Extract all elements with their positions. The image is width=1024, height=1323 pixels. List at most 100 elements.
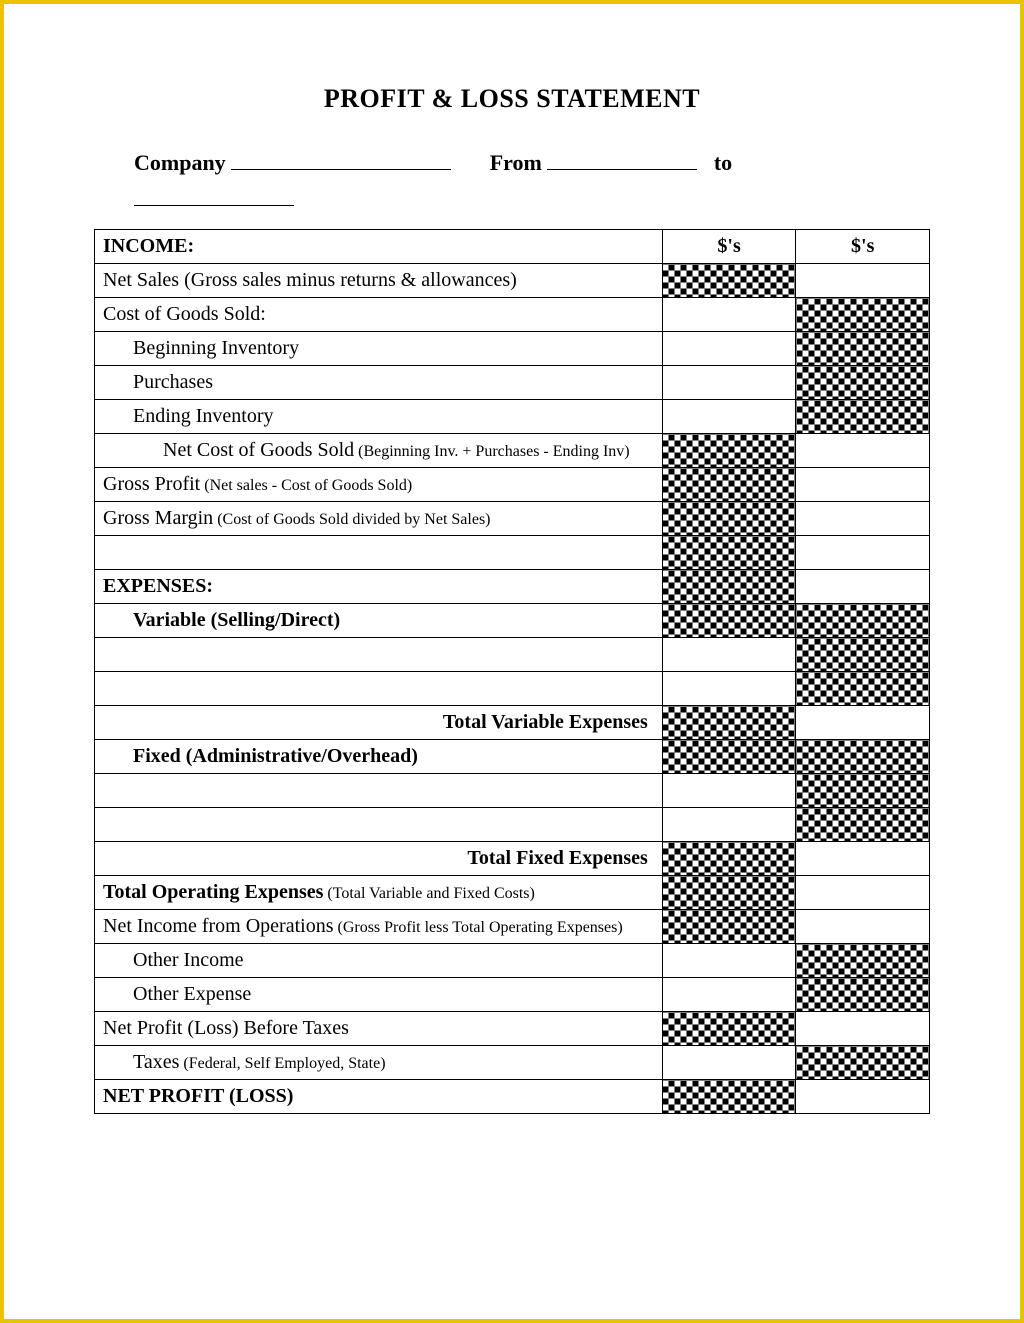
row-label: Total Operating Expenses (Total Variable…: [95, 876, 663, 910]
row-label: Total Fixed Expenses: [95, 842, 663, 876]
value-col-2: $'s: [796, 230, 930, 264]
table-row: Gross Margin (Cost of Goods Sold divided…: [95, 502, 930, 536]
value-col-1: [662, 536, 796, 570]
from-blank[interactable]: [547, 152, 697, 170]
from-label: From: [490, 150, 542, 175]
to-blank[interactable]: [134, 188, 294, 206]
row-label: NET PROFIT (LOSS): [95, 1080, 663, 1114]
pl-table: INCOME:$'s$'sNet Sales (Gross sales minu…: [94, 229, 930, 1114]
value-col-1: [662, 842, 796, 876]
table-row: Gross Profit (Net sales - Cost of Goods …: [95, 468, 930, 502]
table-row: Other Expense: [95, 978, 930, 1012]
value-col-2: [796, 298, 930, 332]
table-row: Total Fixed Expenses: [95, 842, 930, 876]
value-col-2: [796, 978, 930, 1012]
value-col-2: [796, 332, 930, 366]
document-title: PROFIT & LOSS STATEMENT: [94, 84, 930, 114]
value-col-1[interactable]: [662, 978, 796, 1012]
table-row: Total Operating Expenses (Total Variable…: [95, 876, 930, 910]
row-label: Gross Profit (Net sales - Cost of Goods …: [95, 468, 663, 502]
value-col-2[interactable]: [796, 876, 930, 910]
row-label: [95, 808, 663, 842]
row-label: Gross Margin (Cost of Goods Sold divided…: [95, 502, 663, 536]
row-label: Variable (Selling/Direct): [95, 604, 663, 638]
table-row: Net Cost of Goods Sold (Beginning Inv. +…: [95, 434, 930, 468]
row-label: EXPENSES:: [95, 570, 663, 604]
value-col-1: $'s: [662, 230, 796, 264]
row-label: Net Income from Operations (Gross Profit…: [95, 910, 663, 944]
table-row: Net Profit (Loss) Before Taxes: [95, 1012, 930, 1046]
value-col-2[interactable]: [796, 1080, 930, 1114]
table-row: Variable (Selling/Direct): [95, 604, 930, 638]
value-col-1: [662, 264, 796, 298]
table-row: Net Income from Operations (Gross Profit…: [95, 910, 930, 944]
row-label: Net Sales (Gross sales minus returns & a…: [95, 264, 663, 298]
value-col-1[interactable]: [662, 366, 796, 400]
value-col-2: [796, 944, 930, 978]
row-label: Purchases: [95, 366, 663, 400]
table-row: [95, 672, 930, 706]
table-row: Beginning Inventory: [95, 332, 930, 366]
value-col-1[interactable]: [662, 774, 796, 808]
value-col-1: [662, 740, 796, 774]
value-col-2[interactable]: [796, 910, 930, 944]
company-blank[interactable]: [231, 152, 451, 170]
value-col-2[interactable]: [796, 468, 930, 502]
table-row: [95, 774, 930, 808]
value-col-1[interactable]: [662, 298, 796, 332]
row-label: Other Income: [95, 944, 663, 978]
value-col-1[interactable]: [662, 1046, 796, 1080]
table-row: Purchases: [95, 366, 930, 400]
value-col-2: [796, 774, 930, 808]
value-col-1: [662, 1012, 796, 1046]
row-label: [95, 672, 663, 706]
value-col-1: [662, 910, 796, 944]
company-label: Company: [134, 150, 226, 175]
value-col-1[interactable]: [662, 638, 796, 672]
value-col-1: [662, 434, 796, 468]
value-col-1: [662, 706, 796, 740]
value-col-2[interactable]: [796, 570, 930, 604]
value-col-2[interactable]: [796, 706, 930, 740]
value-col-1: [662, 1080, 796, 1114]
value-col-1[interactable]: [662, 808, 796, 842]
table-row: EXPENSES:: [95, 570, 930, 604]
value-col-2[interactable]: [796, 536, 930, 570]
header-fields: Company From to: [94, 150, 930, 176]
table-row: [95, 536, 930, 570]
value-col-1: [662, 468, 796, 502]
value-col-2: [796, 366, 930, 400]
value-col-1[interactable]: [662, 672, 796, 706]
table-row: [95, 808, 930, 842]
table-row: Fixed (Administrative/Overhead): [95, 740, 930, 774]
row-label: Other Expense: [95, 978, 663, 1012]
value-col-1[interactable]: [662, 400, 796, 434]
document-frame: PROFIT & LOSS STATEMENT Company From to …: [0, 0, 1024, 1323]
row-label: Fixed (Administrative/Overhead): [95, 740, 663, 774]
row-label: [95, 638, 663, 672]
table-row: Other Income: [95, 944, 930, 978]
row-label: Beginning Inventory: [95, 332, 663, 366]
row-label: [95, 774, 663, 808]
value-col-2[interactable]: [796, 1012, 930, 1046]
value-col-1[interactable]: [662, 944, 796, 978]
value-col-2: [796, 672, 930, 706]
table-row: Taxes (Federal, Self Employed, State): [95, 1046, 930, 1080]
value-col-2: [796, 604, 930, 638]
value-col-2: [796, 400, 930, 434]
table-row: INCOME:$'s$'s: [95, 230, 930, 264]
value-col-2[interactable]: [796, 434, 930, 468]
row-label: Net Cost of Goods Sold (Beginning Inv. +…: [95, 434, 663, 468]
row-label: Taxes (Federal, Self Employed, State): [95, 1046, 663, 1080]
value-col-1: [662, 876, 796, 910]
row-label: INCOME:: [95, 230, 663, 264]
value-col-2[interactable]: [796, 264, 930, 298]
value-col-2: [796, 638, 930, 672]
table-row: Ending Inventory: [95, 400, 930, 434]
value-col-2[interactable]: [796, 502, 930, 536]
value-col-1[interactable]: [662, 332, 796, 366]
table-row: [95, 638, 930, 672]
row-label: Total Variable Expenses: [95, 706, 663, 740]
value-col-2: [796, 808, 930, 842]
value-col-2[interactable]: [796, 842, 930, 876]
